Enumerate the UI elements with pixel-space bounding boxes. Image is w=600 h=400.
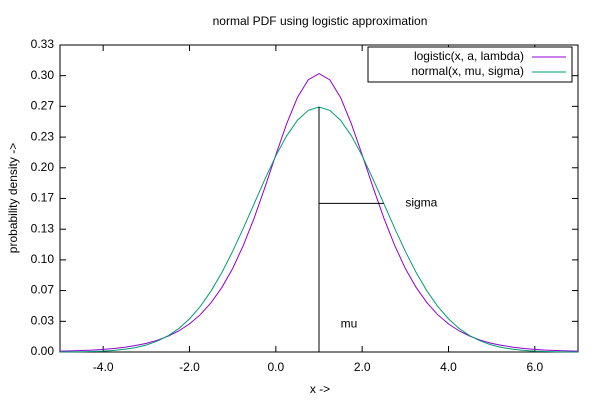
legend-label: normal(x, mu, sigma) (411, 64, 524, 78)
legend-box (367, 46, 573, 83)
x-tick-label: -2.0 (179, 360, 200, 374)
y-axis-label: probability density -> (6, 143, 20, 253)
y-tick-label: 0.27 (31, 99, 55, 113)
y-tick-label: 0.03 (31, 313, 55, 327)
annotation: mu (341, 317, 358, 331)
series-line (59, 72, 579, 352)
y-tick-label: 0.10 (31, 252, 55, 266)
legend-label: logistic(x, a, lambda) (414, 49, 524, 63)
y-tick-label: 0.07 (31, 283, 55, 297)
x-tick-label: 0.0 (267, 360, 284, 374)
x-tick-label: 4.0 (440, 360, 457, 374)
y-tick-label: 0.23 (31, 129, 55, 143)
annotation: sigma (405, 196, 437, 210)
y-tick-label: 0.30 (31, 68, 55, 82)
x-tick-label: 2.0 (354, 360, 371, 374)
x-axis-label: x -> (310, 382, 330, 396)
chart-title: normal PDF using logistic approximation (213, 14, 428, 28)
x-tick-label: -4.0 (93, 360, 114, 374)
y-tick-label: 0.00 (31, 344, 55, 358)
y-tick-label: 0.20 (31, 160, 55, 174)
y-tick-label: 0.33 (31, 37, 55, 51)
y-tick-label: 0.13 (31, 221, 55, 235)
x-tick-label: 6.0 (526, 360, 543, 374)
y-tick-label: 0.17 (31, 191, 55, 205)
